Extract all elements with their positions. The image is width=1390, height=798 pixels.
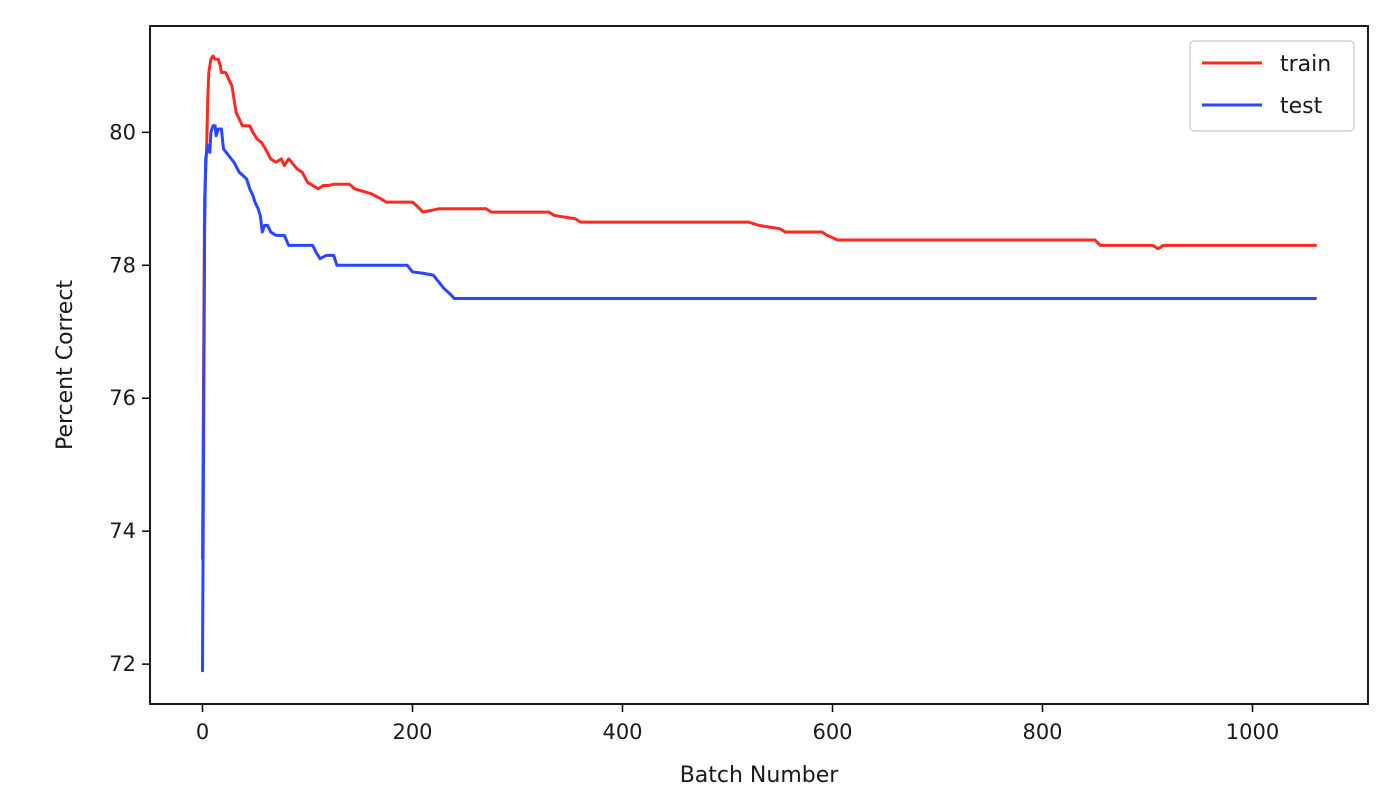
series-layer [201, 54, 1317, 673]
series-line-test [201, 124, 1317, 673]
y-tick-label: 80 [109, 120, 136, 144]
y-tick-label: 74 [109, 519, 136, 543]
plot-area [149, 25, 1369, 705]
legend: train test [1189, 40, 1355, 132]
y-tick-label: 72 [109, 652, 136, 676]
x-tick-label: 200 [392, 720, 432, 744]
x-tick-label: 400 [602, 720, 642, 744]
x-axis: 0 200 400 600 800 1000 [196, 704, 1279, 744]
x-tick-label: 0 [196, 720, 209, 744]
series-line-train [201, 54, 1317, 560]
x-tick-label: 600 [812, 720, 852, 744]
y-axis: 72 74 76 78 80 [109, 120, 150, 676]
x-tick-label: 800 [1022, 720, 1062, 744]
x-tick-label: 1000 [1226, 720, 1279, 744]
y-tick-label: 78 [109, 253, 136, 277]
legend-test-label: test [1280, 94, 1323, 119]
y-axis-label: Percent Correct [53, 280, 78, 450]
legend-train-label: train [1280, 52, 1331, 77]
y-tick-label: 76 [109, 386, 136, 410]
x-axis-label: Batch Number [680, 763, 840, 788]
